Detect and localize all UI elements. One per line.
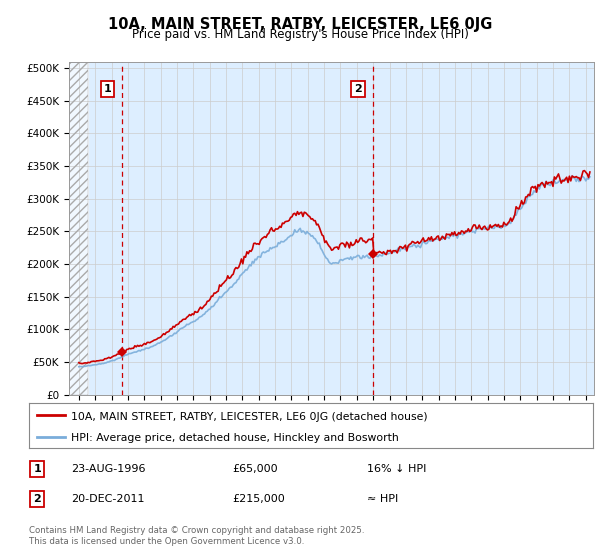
Text: 2: 2 (34, 494, 41, 504)
Text: 1: 1 (34, 464, 41, 474)
Text: Contains HM Land Registry data © Crown copyright and database right 2025.
This d: Contains HM Land Registry data © Crown c… (29, 526, 364, 546)
Text: 16% ↓ HPI: 16% ↓ HPI (367, 464, 427, 474)
Text: 1: 1 (103, 84, 111, 94)
Text: HPI: Average price, detached house, Hinckley and Bosworth: HPI: Average price, detached house, Hinc… (71, 433, 399, 443)
Text: Price paid vs. HM Land Registry's House Price Index (HPI): Price paid vs. HM Land Registry's House … (131, 28, 469, 41)
Text: £65,000: £65,000 (232, 464, 277, 474)
Text: 20-DEC-2011: 20-DEC-2011 (71, 494, 145, 504)
Text: 10A, MAIN STREET, RATBY, LEICESTER, LE6 0JG: 10A, MAIN STREET, RATBY, LEICESTER, LE6 … (108, 17, 492, 32)
Text: 10A, MAIN STREET, RATBY, LEICESTER, LE6 0JG (detached house): 10A, MAIN STREET, RATBY, LEICESTER, LE6 … (71, 412, 428, 422)
Text: ≈ HPI: ≈ HPI (367, 494, 398, 504)
Text: £215,000: £215,000 (232, 494, 284, 504)
Text: 2: 2 (354, 84, 362, 94)
Text: 23-AUG-1996: 23-AUG-1996 (71, 464, 146, 474)
